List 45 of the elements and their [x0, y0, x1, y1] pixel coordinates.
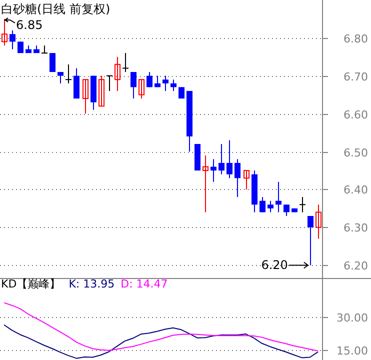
candlestick	[299, 196, 306, 213]
candlestick	[74, 68, 80, 100]
y-tick-label: 30.00	[336, 312, 368, 324]
candlestick	[210, 158, 216, 182]
candlestick	[308, 215, 314, 266]
candlestick	[122, 52, 129, 72]
candlestick	[2, 18, 8, 46]
candlestick	[82, 79, 88, 114]
candlestick	[146, 71, 152, 88]
annotation: 6.85	[16, 18, 43, 32]
y-tick-label: 6.30	[344, 222, 368, 234]
candlestick	[276, 181, 282, 213]
candlestick	[226, 140, 232, 179]
candlestick	[162, 75, 168, 92]
candlestick	[202, 154, 208, 213]
y-tick-label: 6.60	[344, 108, 368, 122]
candlestick	[244, 170, 250, 190]
chart-title: 白砂糖(日线 前复权)	[1, 2, 110, 16]
candlestick	[218, 143, 224, 175]
candlestick	[106, 75, 113, 92]
candlestick	[170, 79, 176, 92]
y-tick-label: 6.40	[344, 184, 368, 196]
candlestick	[260, 196, 266, 213]
y-tick-label: 6.20	[344, 260, 368, 272]
text: K: 13.95	[68, 278, 115, 290]
y-tick-label: 6.80	[344, 32, 368, 46]
candlestick	[316, 204, 322, 240]
candlestick	[268, 200, 274, 213]
candlestick	[234, 158, 240, 198]
y-tick-label: 15.00	[336, 344, 368, 358]
annotation: 6.20	[261, 258, 288, 272]
candlestick	[138, 79, 144, 100]
candlestick	[284, 204, 290, 216]
candlestick	[10, 30, 16, 50]
candlestick	[130, 71, 136, 100]
line-series	[4, 324, 318, 359]
text: D: 14.47	[120, 278, 168, 290]
candlestick	[65, 64, 72, 84]
y-tick-label: 6.50	[344, 146, 368, 160]
line-series	[4, 302, 318, 352]
candlestick	[98, 75, 104, 107]
candlestick	[41, 44, 48, 54]
chart-title: KD【巅峰】	[1, 278, 61, 290]
candlestick	[114, 56, 120, 92]
y-tick-label: 6.70	[344, 70, 368, 84]
